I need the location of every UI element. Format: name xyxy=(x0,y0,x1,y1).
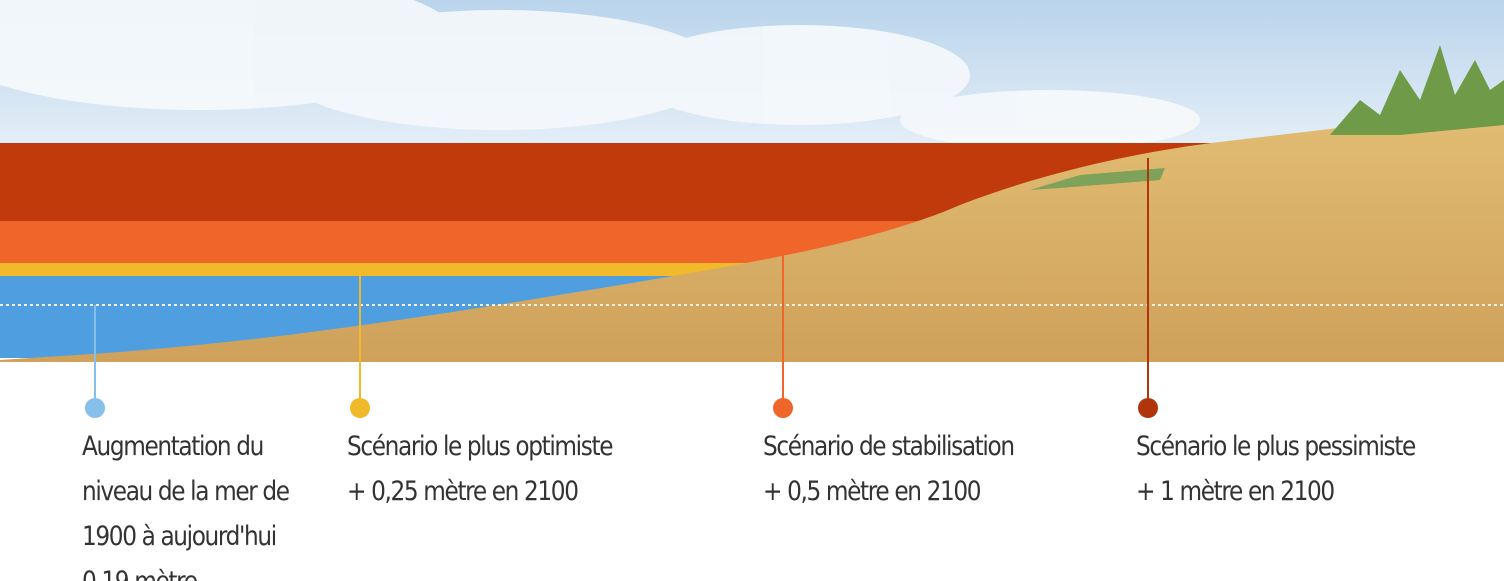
legend-line: Augmentation du xyxy=(82,424,289,469)
legend-line: niveau de la mer de xyxy=(82,469,289,514)
infographic: Augmentation duniveau de la mer de1900 à… xyxy=(0,0,1504,581)
legend-line: Scénario le plus pessimiste xyxy=(1136,424,1415,469)
legend-item: Scénario de stabilisation+ 0,5 mètre en … xyxy=(763,424,1014,514)
marker xyxy=(85,398,105,418)
legend-line: + 0,25 mètre en 2100 xyxy=(347,469,612,514)
marker xyxy=(350,398,370,418)
legend-line: 0,19 mètre xyxy=(82,559,289,581)
legend-item: Scénario le plus optimiste+ 0,25 mètre e… xyxy=(347,424,612,514)
legend-item: Scénario le plus pessimiste+ 1 mètre en … xyxy=(1136,424,1415,514)
marker xyxy=(773,398,793,418)
legend-line: 1900 à aujourd'hui xyxy=(82,514,289,559)
legend-line: + 1 mètre en 2100 xyxy=(1136,469,1415,514)
legend-line: Scénario le plus optimiste xyxy=(347,424,612,469)
legend-line: Scénario de stabilisation xyxy=(763,424,1014,469)
marker xyxy=(1138,398,1158,418)
legend-line: + 0,5 mètre en 2100 xyxy=(763,469,1014,514)
